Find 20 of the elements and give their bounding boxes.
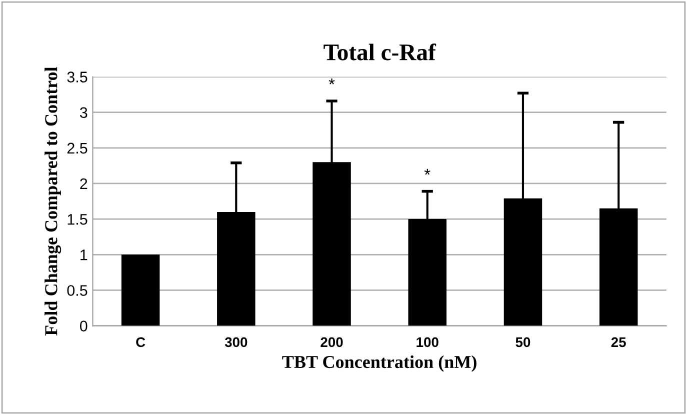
y-tick-label: 0 bbox=[80, 320, 88, 332]
x-tick-label: 50 bbox=[516, 337, 530, 348]
y-tick-label: 3.5 bbox=[67, 72, 88, 82]
x-tick-label: 100 bbox=[416, 337, 438, 348]
y-tick-label: 3 bbox=[80, 107, 88, 118]
x-tick-label: 25 bbox=[611, 337, 626, 348]
x-axis-title: TBT Concentration (nM) bbox=[282, 355, 476, 372]
y-tick-label: 1.5 bbox=[68, 214, 88, 225]
annotation: * bbox=[328, 78, 335, 84]
chart-title: Total c-Raf bbox=[324, 43, 436, 60]
y-tick-label: 1 bbox=[80, 250, 88, 260]
bar bbox=[121, 254, 160, 326]
y-tick-label: 0.5 bbox=[67, 285, 88, 296]
y-tick-label: 2 bbox=[80, 178, 88, 190]
x-tick-label: 300 bbox=[224, 337, 248, 348]
x-tick-label: 200 bbox=[320, 337, 343, 348]
x-tick-label: C bbox=[136, 337, 146, 348]
y-axis-title: Fold Change Compared to Control bbox=[44, 66, 62, 336]
y-tick-label: 2.5 bbox=[67, 142, 88, 154]
annotation: * bbox=[424, 168, 430, 175]
